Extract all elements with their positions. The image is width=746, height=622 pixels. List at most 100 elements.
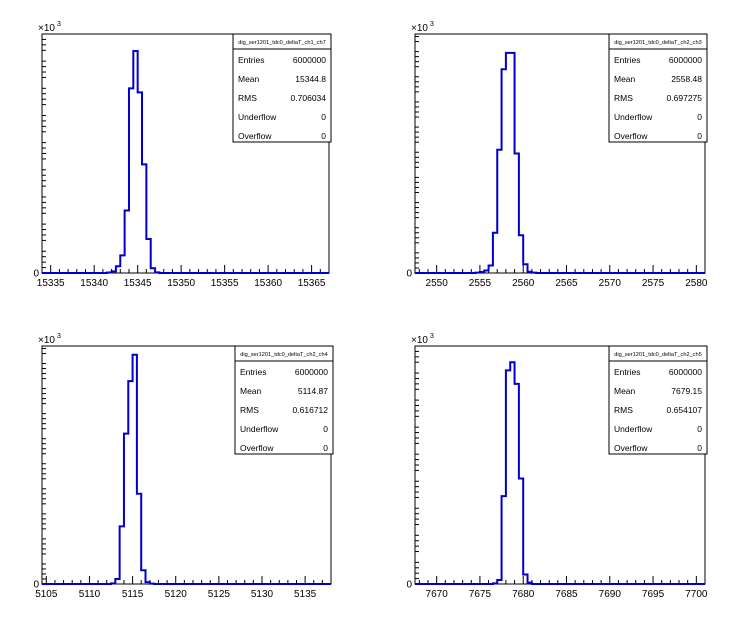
x-tick-label: 5135: [294, 589, 317, 600]
x-tick-label: 15355: [211, 278, 239, 289]
stats-value: 15344.8: [295, 74, 326, 84]
stats-value: 0: [697, 443, 702, 453]
x-tick-label: 5130: [251, 589, 274, 600]
stats-label: Mean: [614, 74, 636, 84]
histogram-outline: [415, 361, 705, 585]
stats-label: Underflow: [614, 424, 653, 434]
histogram-bin: [120, 526, 124, 584]
stats-label: Mean: [240, 386, 262, 396]
histogram-bin: [493, 233, 497, 273]
histogram-bin: [519, 235, 523, 273]
histogram-bin: [484, 270, 488, 273]
stats-label: Mean: [238, 74, 260, 84]
histogram-bin: [107, 272, 111, 273]
stats-value: 0: [323, 424, 328, 434]
histogram-bin: [480, 272, 484, 273]
histogram-panel-2: 0200400600800100012001400160018002550255…: [406, 21, 708, 289]
stats-value: 6000000: [295, 367, 328, 377]
histogram-bin: [506, 53, 510, 273]
y-tick-label: 0: [33, 580, 39, 591]
x-tick-label: 7690: [599, 589, 622, 600]
histogram-bin: [528, 583, 532, 584]
y-exponent-label: ×10: [38, 23, 55, 34]
stats-value: 0.616712: [293, 405, 329, 415]
y-tick-label: 0: [406, 580, 412, 591]
histogram-bin: [128, 381, 132, 584]
histogram-outline: [415, 51, 705, 274]
y-exponent-power: 3: [430, 21, 434, 28]
histogram-bin: [133, 51, 137, 273]
histogram-panel-4: 0200400600800100012001400160076707675768…: [406, 333, 708, 600]
histogram-bin: [151, 268, 155, 273]
stats-value: 0: [697, 424, 702, 434]
y-exponent-label: ×10: [411, 335, 428, 346]
histogram-bin: [112, 271, 116, 273]
histogram-bin: [497, 150, 501, 273]
x-tick-label: 2560: [512, 278, 535, 289]
x-tick-label: 5105: [35, 589, 58, 600]
stats-value: 5114.87: [298, 386, 328, 396]
x-tick-label: 2555: [469, 278, 492, 289]
stats-label: Entries: [238, 55, 264, 65]
stats-value: 0.654107: [667, 405, 703, 415]
x-tick-label: 15365: [298, 278, 326, 289]
y-exponent-power: 3: [57, 333, 61, 340]
x-tick-label: 15335: [37, 278, 65, 289]
x-tick-label: 7695: [642, 589, 665, 600]
histogram-bin: [506, 370, 510, 584]
histogram-outline: [42, 49, 329, 274]
histogram-bin: [137, 494, 141, 584]
histogram-bin: [115, 579, 119, 584]
histogram-bin: [125, 211, 129, 273]
histogram-bin: [129, 88, 133, 273]
stats-value: 2558.48: [671, 74, 702, 84]
histogram-bin: [502, 496, 506, 584]
histogram-bin: [141, 570, 145, 584]
histogram-bin: [510, 53, 514, 273]
stats-label: Underflow: [240, 424, 279, 434]
stats-value: 0: [697, 131, 702, 141]
histogram-bin: [497, 580, 501, 584]
histogram-bin: [142, 164, 146, 273]
stats-value: 0.697275: [667, 93, 703, 103]
stats-label: Entries: [240, 367, 266, 377]
stats-label: Overflow: [614, 443, 648, 453]
x-tick-label: 15345: [124, 278, 152, 289]
stats-label: Entries: [614, 55, 640, 65]
histogram-name: dig_ser1201_tdc0_deltaT_ch2_ch4: [240, 352, 327, 358]
histogram-bin: [515, 384, 519, 584]
histogram-name: dig_ser1201_tdc0_deltaT_ch2_ch3: [614, 40, 701, 46]
histogram-bin: [515, 154, 519, 274]
x-tick-label: 2570: [599, 278, 622, 289]
histogram-bin: [120, 255, 124, 273]
stats-box: [232, 33, 332, 143]
histogram-bin: [138, 92, 142, 273]
y-exponent-power: 3: [430, 333, 434, 340]
x-tick-label: 2575: [642, 278, 665, 289]
histogram-bin: [124, 434, 128, 584]
y-tick-label: 0: [406, 269, 412, 280]
stats-value: 6000000: [669, 367, 702, 377]
stats-box: [608, 33, 708, 143]
stats-value: 7679.15: [671, 386, 702, 396]
x-tick-label: 7670: [426, 589, 449, 600]
y-exponent-power: 3: [57, 21, 61, 28]
histogram-bin: [116, 266, 120, 273]
stats-value: 6000000: [669, 55, 702, 65]
x-tick-label: 7680: [512, 589, 535, 600]
stats-value: 0: [323, 443, 328, 453]
stats-label: Overflow: [614, 131, 648, 141]
stats-value: 6000000: [293, 55, 326, 65]
histogram-bin: [133, 355, 137, 584]
histogram-bin: [510, 362, 514, 584]
x-tick-label: 5125: [208, 589, 231, 600]
histogram-bin: [523, 575, 527, 584]
histogram-bin: [155, 272, 159, 273]
stats-box: [608, 345, 708, 455]
histogram-panel-3: 0200400600800100012001400160018005105511…: [33, 333, 334, 600]
x-tick-label: 15360: [254, 278, 282, 289]
stats-label: Mean: [614, 386, 636, 396]
y-tick-label: 0: [33, 269, 39, 280]
histogram-name: dig_ser1201_tdc0_deltaT_ch2_ch5: [614, 352, 701, 358]
